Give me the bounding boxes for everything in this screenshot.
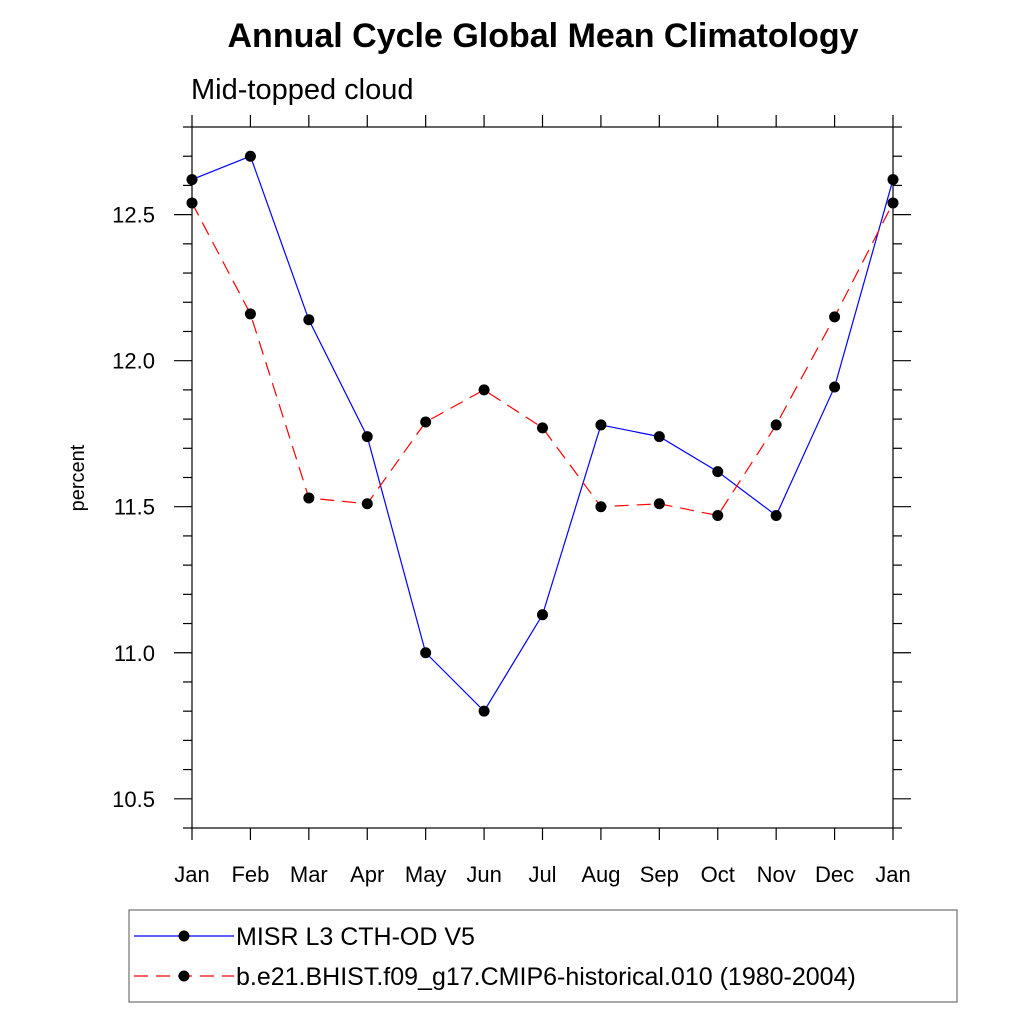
series-2-point bbox=[712, 509, 724, 521]
y-tick-label: 12.0 bbox=[112, 349, 155, 374]
x-tick-label: Apr bbox=[350, 862, 384, 887]
series-line-1 bbox=[191, 155, 894, 713]
series-2-point bbox=[829, 311, 841, 323]
series-1-point bbox=[770, 509, 782, 521]
x-tick-label: May bbox=[405, 862, 447, 887]
x-tick-label: Dec bbox=[815, 862, 854, 887]
y-tick-labels: 10.5 11.0 11.5 12.0 12.5 bbox=[112, 203, 155, 812]
x-tick-labels: Jan Feb Mar Apr May Jun Jul Aug Sep Oct Nov Dec Jan bbox=[174, 862, 910, 887]
x-tick-label: Oct bbox=[701, 862, 735, 887]
x-tick-label: Mar bbox=[290, 862, 328, 887]
chart-title: Annual Cycle Global Mean Climatology bbox=[228, 17, 859, 55]
series-2-point bbox=[537, 422, 548, 434]
series-1-point bbox=[303, 314, 315, 326]
series-1-point bbox=[478, 705, 490, 717]
series-1-point bbox=[361, 431, 373, 443]
x-tick-label: Nov bbox=[757, 862, 796, 887]
plot-frame bbox=[191, 126, 894, 829]
series-2-point bbox=[244, 308, 256, 320]
series-1-point bbox=[537, 609, 548, 621]
x-tick-label: Aug bbox=[581, 862, 620, 887]
series-line-2 bbox=[191, 202, 894, 517]
y-tick-label: 12.5 bbox=[112, 203, 155, 228]
x-tick-label: Jan bbox=[875, 862, 910, 887]
legend-marker-1 bbox=[178, 930, 190, 942]
series-layer bbox=[186, 150, 899, 717]
series-2-point bbox=[478, 384, 490, 396]
legend-label-1: MISR L3 CTH-OD V5 bbox=[236, 923, 475, 951]
series-1-point bbox=[829, 381, 841, 393]
series-2-point bbox=[770, 419, 782, 431]
y-tick-label: 11.0 bbox=[114, 641, 155, 666]
legend-marker-2 bbox=[178, 970, 190, 982]
series-1-point bbox=[420, 647, 432, 659]
axis-ticks bbox=[174, 115, 911, 840]
x-tick-label: Sep bbox=[640, 862, 679, 887]
legend-box bbox=[128, 909, 958, 1003]
y-tick-label: 11.5 bbox=[114, 495, 155, 520]
series-1-point bbox=[653, 431, 665, 443]
series-1-point bbox=[712, 466, 724, 478]
series-2-point bbox=[653, 498, 665, 510]
series-1-point bbox=[595, 419, 607, 431]
legend: MISR L3 CTH-OD V5 b.e21.BHIST.f09_g17.CMI… bbox=[128, 909, 958, 1003]
y-axis-label: percent bbox=[67, 444, 89, 511]
x-tick-label: Jan bbox=[174, 862, 209, 887]
x-tick-label: Jul bbox=[528, 862, 556, 887]
series-2-point bbox=[361, 498, 373, 510]
series-2-point bbox=[303, 492, 315, 504]
series-1-point bbox=[244, 150, 256, 162]
chart-subtitle: Mid-topped cloud bbox=[191, 74, 413, 106]
x-tick-label: Feb bbox=[231, 862, 269, 887]
series-2-point bbox=[595, 501, 607, 513]
series-2-point bbox=[420, 416, 432, 428]
x-tick-label: Jun bbox=[466, 862, 501, 887]
y-tick-label: 10.5 bbox=[112, 787, 155, 812]
legend-label-2: b.e21.BHIST.f09_g17.CMIP6-historical.010… bbox=[236, 963, 856, 991]
